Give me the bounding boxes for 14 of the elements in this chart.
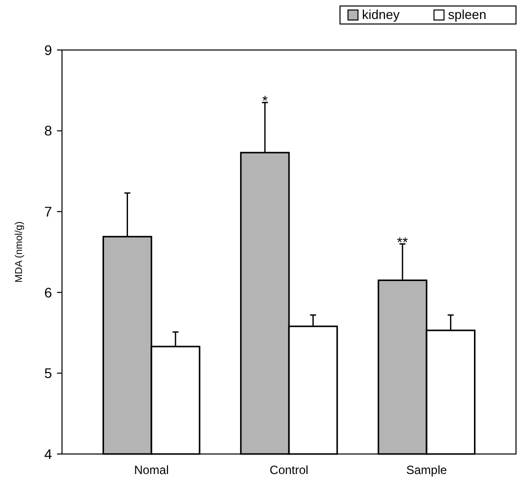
data-label: * [262,92,268,109]
x-tick-label: Sample [406,463,448,477]
y-axis-title: MDA (nmol/g) [14,221,25,283]
y-tick-label: 6 [44,284,52,300]
legend-label: spleen [448,7,486,22]
y-tick-label: 5 [44,365,52,382]
y-tick-label: 4 [44,446,52,462]
data-label: ** [397,234,408,250]
y-tick-label: 9 [44,42,52,58]
y-tick-label: 8 [44,122,52,139]
x-tick-label: Control [270,463,308,477]
legend-label: kidney [362,7,400,22]
x-tick-label: Nomal [134,463,169,477]
y-tick-label: 7 [44,204,52,220]
